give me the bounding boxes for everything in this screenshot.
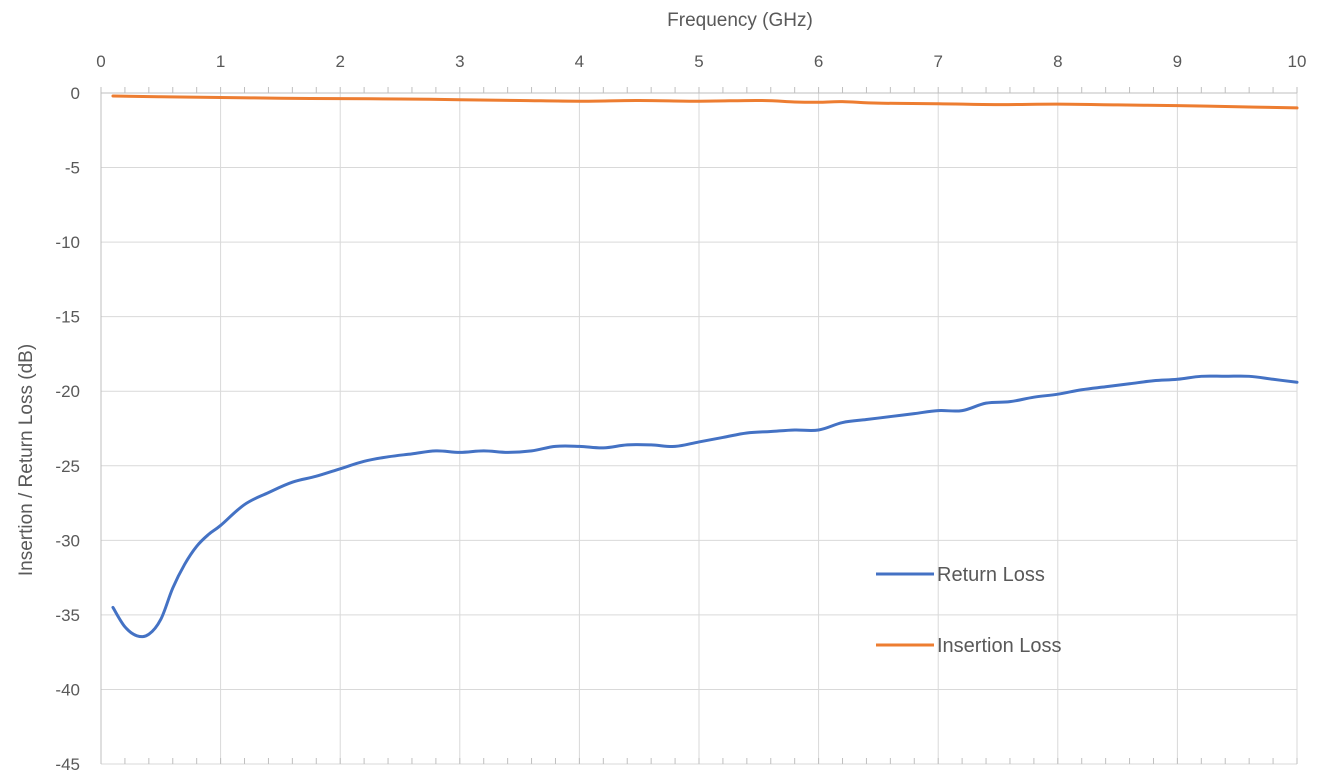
x-tick-label: 6 xyxy=(814,52,823,71)
y-tick-label: -30 xyxy=(55,531,80,550)
y-axis-title: Insertion / Return Loss (dB) xyxy=(16,344,37,576)
y-tick-label: -45 xyxy=(55,755,80,770)
y-tick-label: -25 xyxy=(55,457,80,476)
tick-labels: 0 1 2 3 4 5 6 7 8 9 10 0 -5 -10 -15 -20 -25 -30 -35 -40 -45 xyxy=(55,52,1307,774)
x-tick-label: 5 xyxy=(694,52,703,71)
x-tick-label: 4 xyxy=(575,52,584,71)
y-tick-label: -35 xyxy=(55,606,80,625)
legend: Return Loss Insertion Loss xyxy=(876,564,1062,657)
y-tick-label: -15 xyxy=(55,308,80,327)
x-tick-label: 7 xyxy=(933,52,942,71)
axes xyxy=(100,87,1298,764)
y-tick-label: 0 xyxy=(71,84,80,103)
x-tick-label: 0 xyxy=(96,52,105,71)
series-line-return-loss xyxy=(111,374,1299,639)
legend-label-insertion-loss: Insertion Loss xyxy=(937,635,1062,657)
x-tick-label: 1 xyxy=(216,52,225,71)
y-tick-label: -20 xyxy=(55,382,80,401)
x-axis-title: Frequency (GHz) xyxy=(667,10,813,31)
gridlines xyxy=(101,93,1298,765)
series-line-insertion-loss xyxy=(111,94,1299,110)
x-tick-label: 2 xyxy=(335,52,344,71)
x-tick-label: 10 xyxy=(1288,52,1307,71)
x-tick-label: 8 xyxy=(1053,52,1062,71)
legend-label-return-loss: Return Loss xyxy=(937,564,1045,586)
y-tick-label: -5 xyxy=(65,159,80,178)
x-tick-label: 9 xyxy=(1173,52,1182,71)
y-tick-label: -40 xyxy=(55,680,80,699)
y-tick-label: -10 xyxy=(55,233,80,252)
x-tick-label: 3 xyxy=(455,52,464,71)
series xyxy=(111,94,1299,639)
